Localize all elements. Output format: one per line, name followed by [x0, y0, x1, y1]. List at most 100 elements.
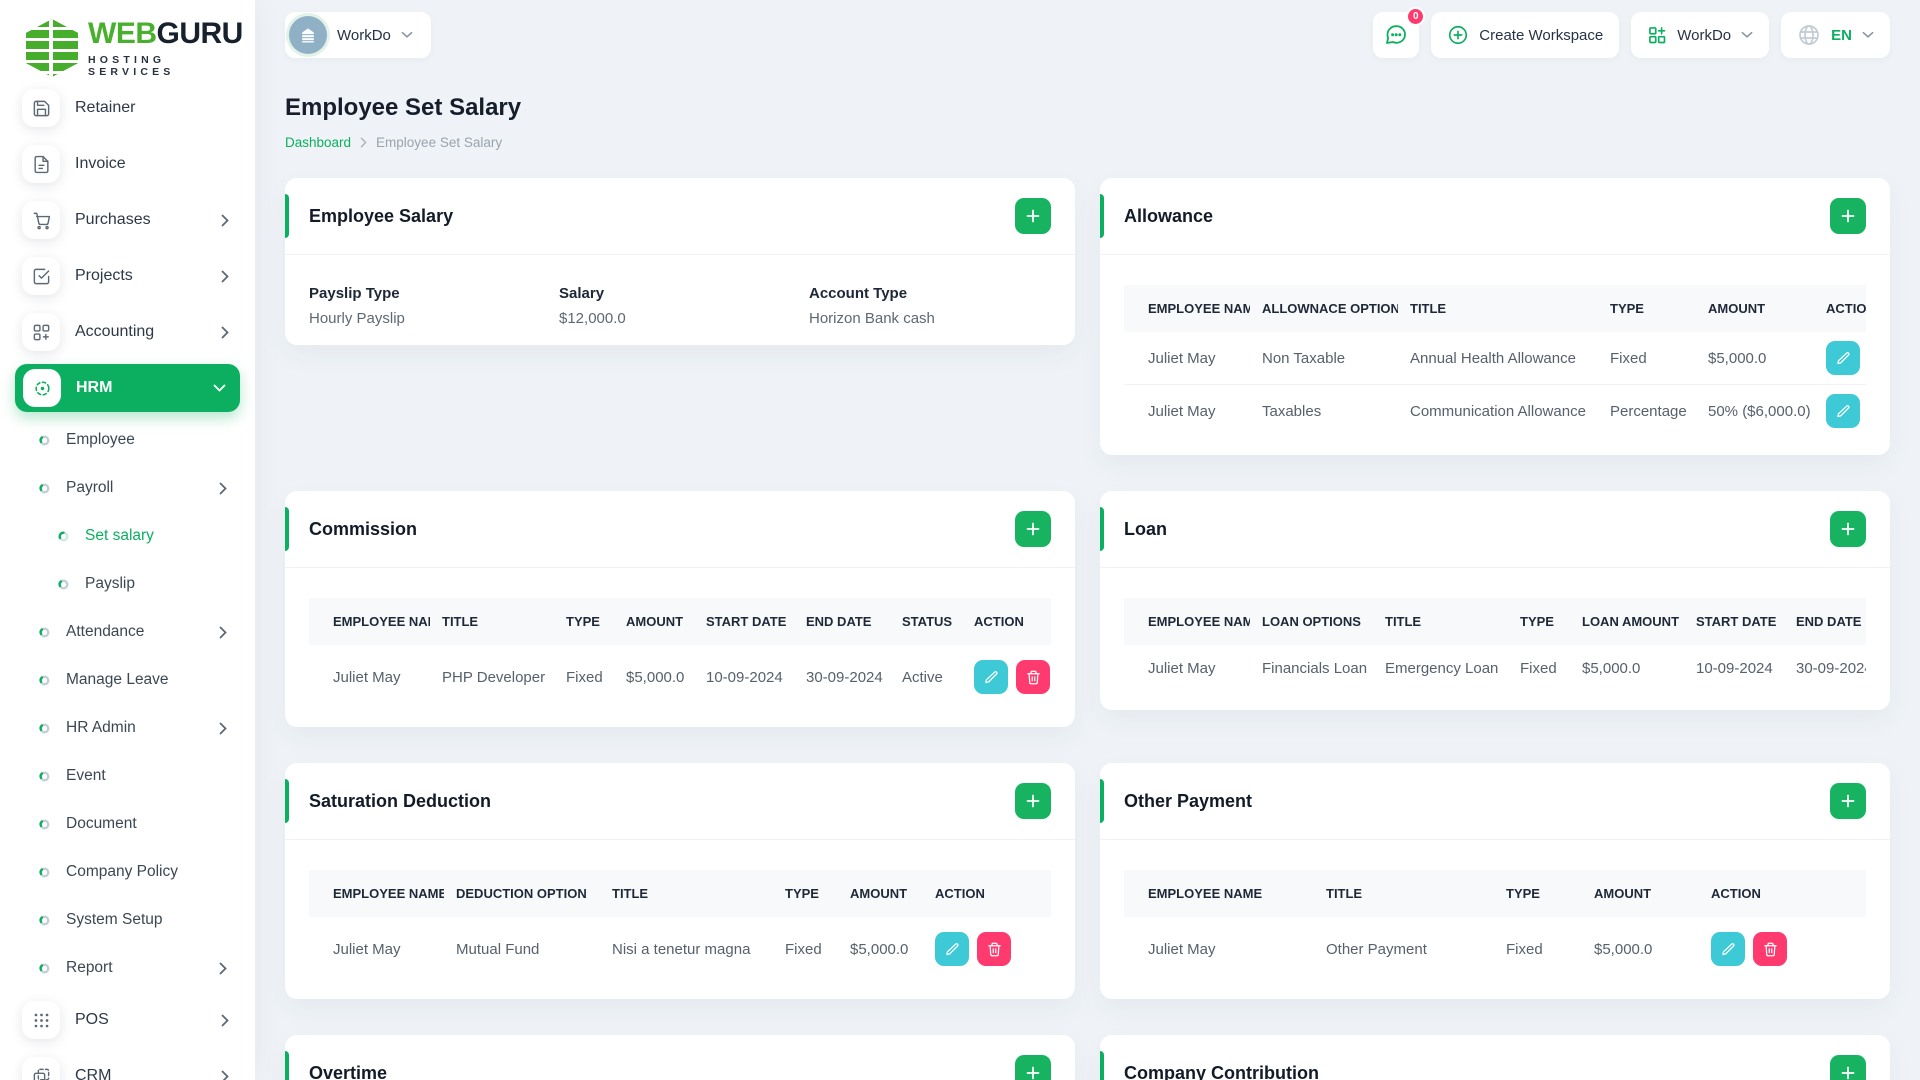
sidebar-item-event[interactable]: Event [0, 752, 255, 800]
edit-button[interactable] [1711, 932, 1745, 966]
chevron-right-icon [219, 626, 227, 639]
bullet-icon [39, 819, 50, 830]
add-overtime-button[interactable] [1015, 1055, 1051, 1080]
cell-allowance-option: Taxables [1250, 385, 1398, 438]
sidebar-item-payroll[interactable]: Payroll [0, 464, 255, 512]
delete-button[interactable] [1753, 932, 1787, 966]
col-header: TITLE [430, 598, 554, 645]
sidebar-item-document[interactable]: Document [0, 800, 255, 848]
sidebar-item-label: Manage Leave [66, 671, 169, 689]
cell-title: Emergency Loan [1373, 645, 1508, 692]
cell-employee-name: Juliet May [1124, 332, 1250, 385]
card-title: Commission [309, 519, 417, 540]
create-workspace-button[interactable]: Create Workspace [1431, 12, 1619, 58]
chevron-right-icon [221, 214, 229, 227]
sidebar-item-label: Attendance [66, 623, 144, 641]
col-header: TYPE [1508, 598, 1570, 645]
edit-button[interactable] [935, 932, 969, 966]
add-other-payment-button[interactable] [1830, 783, 1866, 819]
cell-status: Active [890, 645, 962, 709]
sidebar-item-purchases[interactable]: Purchases [0, 192, 255, 248]
language-label: EN [1831, 27, 1852, 44]
bullet-icon [39, 963, 50, 974]
check-square-icon [22, 257, 60, 295]
messages-button[interactable]: 0 [1373, 12, 1419, 58]
col-header: END DATE [1784, 598, 1866, 645]
sidebar-item-label: Payslip [85, 575, 135, 593]
sidebar-item-label: Report [66, 959, 113, 977]
delete-button[interactable] [977, 932, 1011, 966]
loan-card: Loan EMPLOYEE NAME LOAN OPTIONS TITLE TY… [1100, 491, 1890, 710]
add-allowance-button[interactable] [1830, 198, 1866, 234]
grid-plus-icon [1647, 25, 1667, 45]
cell-title: Other Payment [1314, 917, 1494, 981]
col-header: END DATE [794, 598, 890, 645]
commission-table: EMPLOYEE NAME TITLE TYPE AMOUNT START DA… [309, 598, 1051, 709]
sidebar-item-label: Document [66, 815, 137, 833]
sidebar-item-accounting[interactable]: Accounting [0, 304, 255, 360]
brand-logo[interactable]: WEBGURU HOSTING SERVICES [0, 0, 255, 80]
sidebar-item-label: Event [66, 767, 106, 785]
sidebar-item-report[interactable]: Report [0, 944, 255, 992]
brand-mark-icon [26, 19, 78, 77]
language-selector[interactable]: EN [1781, 12, 1890, 58]
cell-employee-name: Juliet May [309, 917, 444, 981]
cell-title: Nisi a tenetur magna [600, 917, 773, 981]
add-loan-button[interactable] [1830, 511, 1866, 547]
cell-type: Fixed [1508, 645, 1570, 692]
edit-button[interactable] [974, 660, 1008, 694]
sidebar-item-label: CRM [75, 1067, 111, 1080]
chevron-down-icon [1741, 31, 1753, 39]
cell-loan-amount: $5,000.0 [1570, 645, 1684, 692]
sidebar-item-payslip[interactable]: Payslip [0, 560, 255, 608]
add-commission-button[interactable] [1015, 511, 1051, 547]
cell-amount: $5,000.0 [614, 645, 694, 709]
add-salary-button[interactable] [1015, 198, 1051, 234]
workdo-menu-button[interactable]: WorkDo [1631, 12, 1769, 58]
allowance-card: Allowance EMPLOYEE NAME ALLOWNACE OPTION… [1100, 178, 1890, 455]
edit-button[interactable] [1826, 394, 1860, 428]
sidebar-item-retainer[interactable]: Retainer [0, 80, 255, 136]
cell-amount: 50% ($6,000.0) [1696, 385, 1814, 438]
sidebar-item-attendance[interactable]: Attendance [0, 608, 255, 656]
sidebar-item-set-salary[interactable]: Set salary [0, 512, 255, 560]
add-company-contribution-button[interactable] [1830, 1055, 1866, 1080]
chevron-right-icon [221, 1014, 229, 1027]
chevron-right-icon [221, 326, 229, 339]
chevron-right-icon [360, 137, 367, 148]
delete-button[interactable] [1016, 660, 1050, 694]
sidebar-item-projects[interactable]: Projects [0, 248, 255, 304]
sidebar-item-invoice[interactable]: Invoice [0, 136, 255, 192]
sidebar-item-manage-leave[interactable]: Manage Leave [0, 656, 255, 704]
col-header: TYPE [1598, 285, 1696, 332]
cell-end-date: 30-09-2024 [794, 645, 890, 709]
col-header: EMPLOYEE NAME [1124, 285, 1250, 332]
sidebar-item-hr-admin[interactable]: HR Admin [0, 704, 255, 752]
cell-amount: $5,000.0 [1582, 917, 1699, 981]
sidebar-item-label: Company Policy [66, 863, 178, 881]
card-title: Overtime [309, 1063, 387, 1080]
sidebar: WEBGURU HOSTING SERVICES Retainer Invoic… [0, 0, 255, 1080]
topbar: WorkDo 0 Create Workspace WorkDo [255, 0, 1920, 58]
cell-employee-name: Juliet May [1124, 645, 1250, 692]
col-header: LOAN OPTIONS [1250, 598, 1373, 645]
sidebar-item-crm[interactable]: CRM [0, 1048, 255, 1080]
edit-button[interactable] [1826, 341, 1860, 375]
sidebar-item-hrm[interactable]: HRM [15, 364, 240, 412]
sidebar-item-pos[interactable]: POS [0, 992, 255, 1048]
breadcrumb-dashboard-link[interactable]: Dashboard [285, 135, 351, 150]
workspace-selector[interactable]: WorkDo [285, 12, 431, 58]
card-title: Company Contribution [1124, 1063, 1319, 1080]
col-header: ALLOWNACE OPTION [1250, 285, 1398, 332]
employee-salary-card: Employee Salary Payslip Type Hourly Pays… [285, 178, 1075, 345]
col-header: AMOUNT [1582, 870, 1699, 917]
cell-start-date: 10-09-2024 [694, 645, 794, 709]
bullet-icon [39, 771, 50, 782]
chevron-right-icon [219, 722, 227, 735]
sidebar-item-employee[interactable]: Employee [0, 416, 255, 464]
sidebar-item-company-policy[interactable]: Company Policy [0, 848, 255, 896]
field-account-type: Account Type Horizon Bank cash [809, 285, 1051, 327]
add-deduction-button[interactable] [1015, 783, 1051, 819]
sidebar-item-system-setup[interactable]: System Setup [0, 896, 255, 944]
brand-tagline: HOSTING SERVICES [88, 54, 245, 78]
